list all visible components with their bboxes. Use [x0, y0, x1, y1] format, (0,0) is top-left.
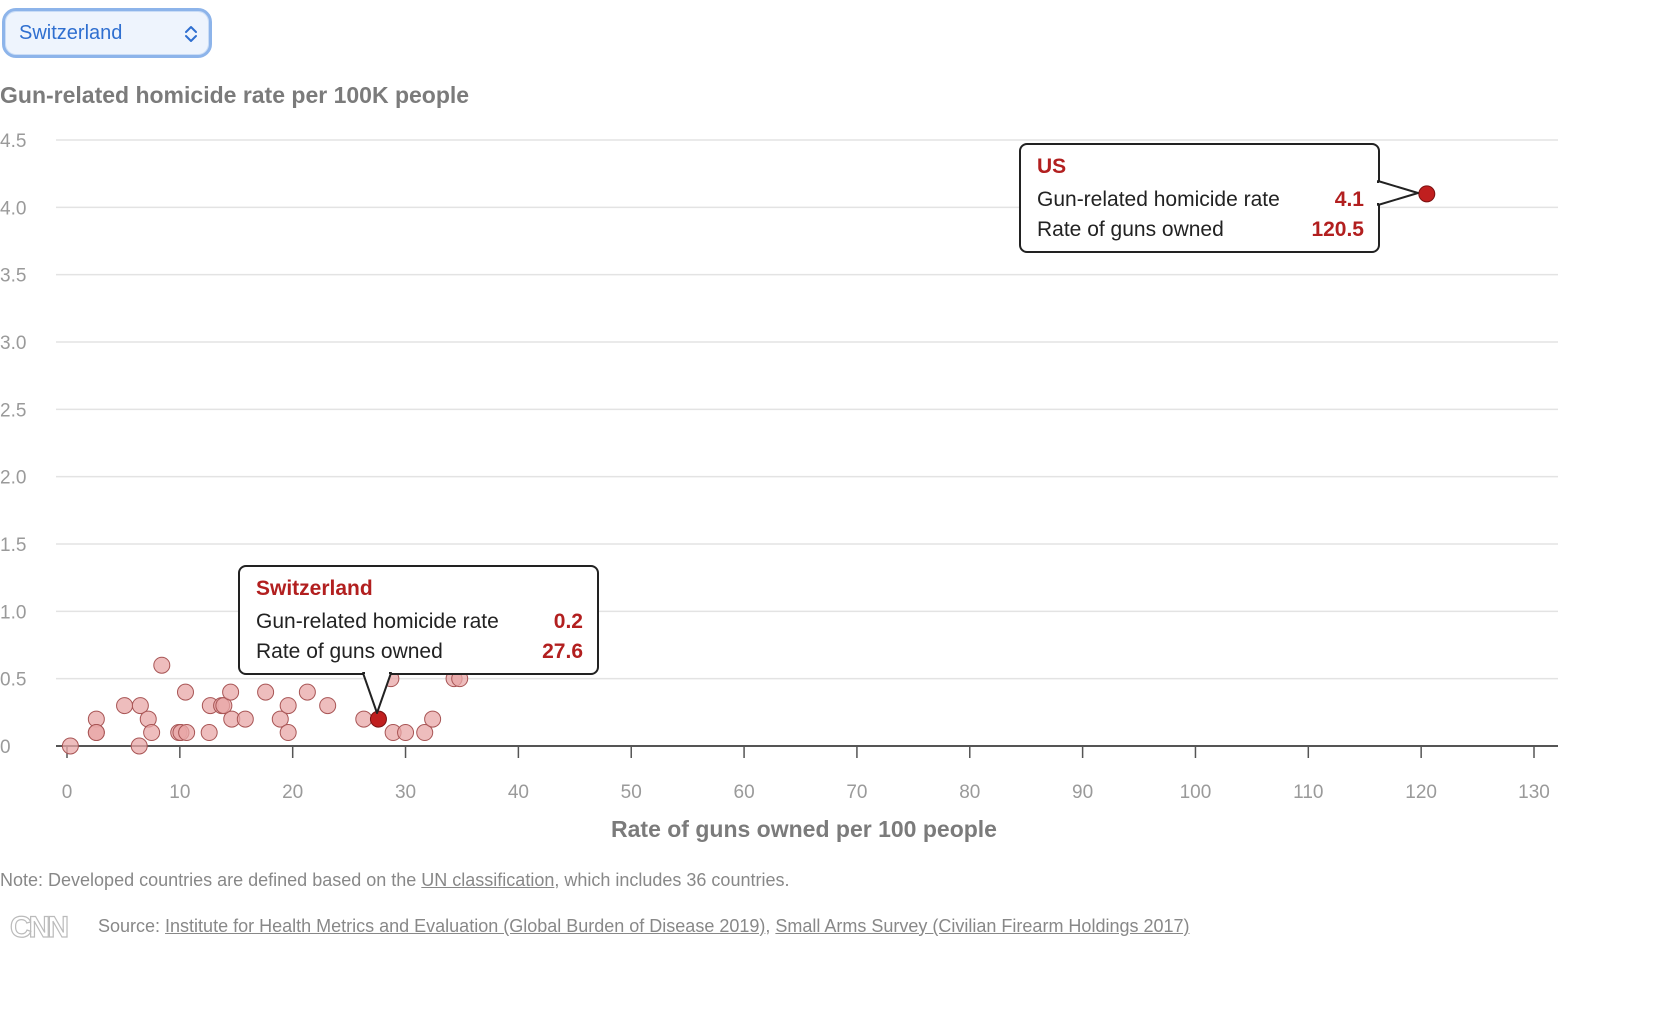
un-classification-link[interactable]: UN classification	[421, 870, 555, 890]
y-tick-label: 2.5	[0, 400, 26, 421]
x-tick-label: 20	[282, 782, 303, 803]
data-point	[236, 710, 254, 728]
note-prefix: Note: Developed countries are defined ba…	[0, 870, 422, 890]
tooltip-value: 120.5	[1311, 218, 1364, 241]
country-select-value: Switzerland	[19, 22, 123, 44]
tooltip-row-homicide: Gun-related homicide rate 4.1	[1037, 185, 1364, 215]
source-line: Source: Institute for Health Metrics and…	[98, 916, 1190, 937]
y-tick-label: 3.0	[0, 333, 26, 354]
logo-text: CNN	[10, 911, 67, 944]
tooltip-label: Gun-related homicide rate	[1037, 188, 1280, 211]
cnn-logo: CNN	[9, 910, 68, 944]
x-tick-label: 80	[959, 782, 980, 803]
y-tick-label: 1.5	[0, 535, 26, 556]
x-tick-label: 50	[621, 782, 642, 803]
x-tick-label: 120	[1405, 782, 1437, 803]
chevron-updown-icon	[185, 26, 197, 42]
x-tick-label: 60	[734, 782, 755, 803]
y-tick-label: 1.0	[0, 602, 26, 623]
tooltip-title: Switzerland	[256, 577, 373, 600]
data-point	[355, 710, 373, 728]
data-point	[87, 724, 105, 742]
tooltip-us: US Gun-related homicide rate 4.1 Rate of…	[1019, 143, 1380, 253]
x-tick-label: 0	[62, 782, 73, 803]
x-tick-label: 40	[508, 782, 529, 803]
data-point	[131, 697, 149, 715]
tooltip-row-guns: Rate of guns owned 120.5	[1037, 215, 1364, 245]
data-point	[416, 724, 434, 742]
note-suffix: , which includes 36 countries.	[554, 870, 790, 890]
tooltip-value: 4.1	[1334, 188, 1364, 211]
highlight-point-us	[1418, 185, 1436, 203]
data-point	[143, 724, 161, 742]
x-tick-label: 130	[1518, 782, 1550, 803]
highlight-point-switzerland	[369, 710, 387, 728]
data-point	[178, 724, 196, 742]
y-tick-label: 3.5	[0, 266, 26, 287]
data-point	[61, 737, 79, 755]
source-link-ihme[interactable]: Institute for Health Metrics and Evaluat…	[165, 916, 766, 936]
data-point	[222, 683, 240, 701]
footnote: Note: Developed countries are defined ba…	[0, 870, 789, 891]
y-tick-label: 4.5	[0, 131, 26, 152]
chart-title: Gun-related homicide rate per 100K peopl…	[0, 82, 470, 108]
data-point	[153, 656, 171, 674]
tooltip-title: US	[1037, 155, 1067, 178]
y-tick-label: 0	[0, 737, 11, 758]
data-point	[257, 683, 275, 701]
data-point	[130, 737, 148, 755]
x-tick-label: 90	[1072, 782, 1093, 803]
source-prefix: Source:	[98, 916, 166, 936]
tooltip-label: Gun-related homicide rate	[256, 610, 499, 633]
tooltip-value: 27.6	[542, 640, 583, 663]
tooltip-value: 0.2	[553, 610, 583, 633]
data-point	[176, 683, 194, 701]
x-tick-label: 110	[1293, 782, 1323, 803]
tooltip-row-homicide: Gun-related homicide rate 0.2	[256, 607, 583, 637]
data-point	[215, 697, 233, 715]
data-point	[397, 724, 415, 742]
source-link-small-arms[interactable]: Small Arms Survey (Civilian Firearm Hold…	[775, 916, 1190, 936]
tooltip-row-guns: Rate of guns owned 27.6	[256, 637, 583, 667]
data-point	[271, 710, 289, 728]
x-tick-label: 30	[395, 782, 416, 803]
y-tick-label: 2.0	[0, 468, 26, 489]
source-separator: ,	[765, 916, 776, 936]
x-tick-label: 70	[846, 782, 867, 803]
data-point	[319, 697, 337, 715]
data-point	[279, 697, 297, 715]
tooltip-switzerland: Switzerland Gun-related homicide rate 0.…	[238, 565, 599, 675]
y-tick-label: 4.0	[0, 198, 26, 219]
scatter-chart: 0 0.5 1.0 1.5 2.0 2.5 3.0 3.5 4.0 4.5 0 10 20 30 40 50 6…	[0, 131, 1558, 803]
tooltip-label: Rate of guns owned	[256, 640, 443, 663]
data-point	[298, 683, 316, 701]
data-point	[424, 710, 442, 728]
y-tick-label: 0.5	[0, 670, 26, 691]
data-point	[200, 724, 218, 742]
x-tick-label: 100	[1180, 782, 1212, 803]
tooltip-label: Rate of guns owned	[1037, 218, 1224, 241]
x-tick-label: 10	[169, 782, 190, 803]
data-point	[279, 724, 297, 742]
data-point	[116, 697, 134, 715]
x-axis-label: Rate of guns owned per 100 people	[611, 816, 997, 842]
country-select[interactable]: Switzerland	[2, 8, 212, 58]
